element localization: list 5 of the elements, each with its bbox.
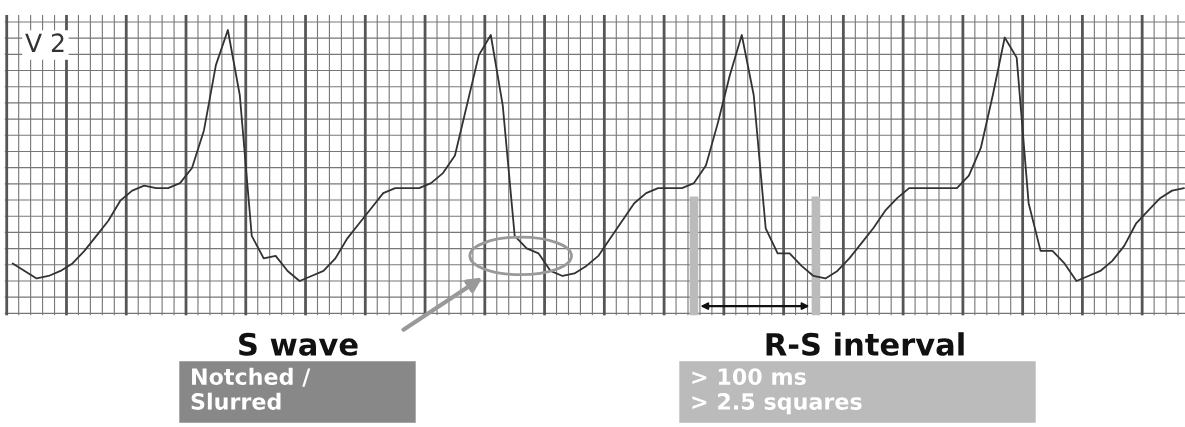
text: R-S interval (766, 332, 964, 356)
text: S wave (239, 332, 358, 356)
text: > 100 ms > 2.5 squares (692, 368, 862, 415)
text: Notched / Slurred (191, 367, 311, 410)
annotation: V 2 (25, 33, 64, 52)
